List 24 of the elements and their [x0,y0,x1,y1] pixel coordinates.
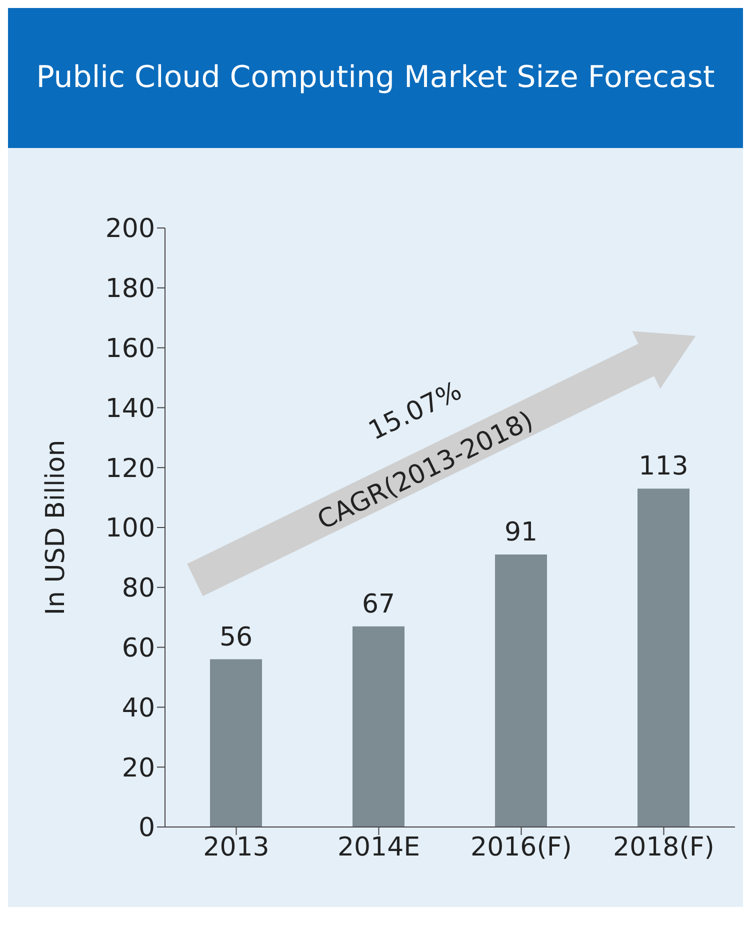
bar [210,659,262,827]
y-tick-label: 180 [105,274,155,304]
x-tick-label: 2018(F) [613,832,714,862]
chart-title: Public Cloud Computing Market Size Forecast [8,8,743,148]
y-tick-label: 100 [105,514,155,544]
y-tick-label: 160 [105,334,155,364]
bar [495,554,547,827]
y-tick-label: 20 [122,753,155,784]
y-tick-label: 120 [105,454,155,484]
y-tick-label: 80 [122,574,155,604]
data-label: 56 [219,622,253,652]
data-label: 113 [638,452,688,482]
x-tick-label: 2014E [337,832,420,862]
y-tick-label: 200 [105,214,155,244]
data-label: 67 [362,589,396,620]
y-tick-label: 40 [122,693,155,724]
y-axis-title: In USD Billion [41,440,72,616]
y-tick-label: 60 [122,634,155,664]
x-tick-label: 2016(F) [470,832,572,862]
bar [352,626,404,827]
y-tick-label: 140 [105,394,155,424]
bar [638,488,690,827]
y-tick-label: 0 [138,813,155,844]
x-tick-label: 2013 [203,832,270,862]
